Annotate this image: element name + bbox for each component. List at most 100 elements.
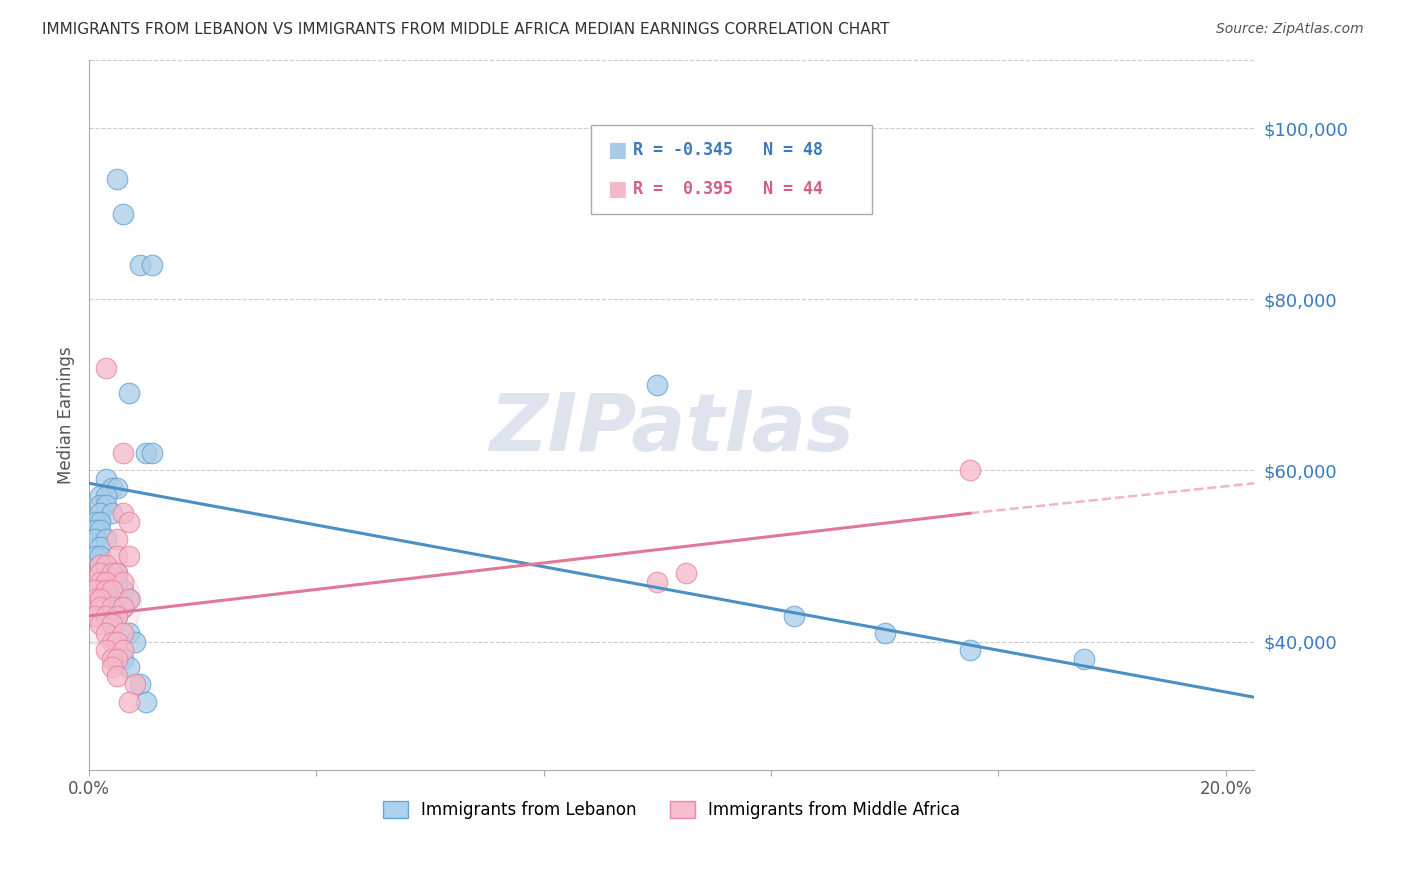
- Point: [118, 515, 141, 529]
- Point: [107, 669, 129, 683]
- Point: [118, 549, 141, 563]
- Point: [107, 566, 129, 581]
- Point: [107, 651, 129, 665]
- Point: [124, 677, 146, 691]
- Point: [94, 574, 117, 589]
- Point: [89, 489, 111, 503]
- Point: [101, 566, 124, 581]
- Point: [83, 609, 105, 624]
- Point: [873, 626, 896, 640]
- Point: [118, 591, 141, 606]
- Point: [141, 446, 163, 460]
- Point: [89, 549, 111, 563]
- Point: [89, 506, 111, 520]
- Point: [94, 489, 117, 503]
- Point: [83, 532, 105, 546]
- Point: [89, 558, 111, 572]
- Point: [675, 566, 697, 581]
- Point: [107, 566, 129, 581]
- Point: [89, 541, 111, 555]
- Point: [94, 626, 117, 640]
- Point: [89, 566, 111, 581]
- Point: [101, 651, 124, 665]
- Point: [112, 626, 135, 640]
- Point: [83, 591, 105, 606]
- Text: Source: ZipAtlas.com: Source: ZipAtlas.com: [1216, 22, 1364, 37]
- Point: [107, 172, 129, 186]
- Point: [107, 609, 129, 624]
- Point: [83, 583, 105, 598]
- Point: [959, 643, 981, 657]
- Point: [112, 583, 135, 598]
- Point: [101, 566, 124, 581]
- Point: [101, 634, 124, 648]
- Y-axis label: Median Earnings: Median Earnings: [58, 346, 75, 483]
- Point: [94, 532, 117, 546]
- Point: [89, 600, 111, 615]
- Point: [101, 583, 124, 598]
- Text: ZIPatlas: ZIPatlas: [489, 390, 855, 468]
- Point: [94, 609, 117, 624]
- Text: ■: ■: [607, 179, 627, 199]
- Point: [129, 258, 152, 272]
- Point: [94, 643, 117, 657]
- Point: [83, 515, 105, 529]
- Point: [94, 360, 117, 375]
- Text: IMMIGRANTS FROM LEBANON VS IMMIGRANTS FROM MIDDLE AFRICA MEDIAN EARNINGS CORRELA: IMMIGRANTS FROM LEBANON VS IMMIGRANTS FR…: [42, 22, 890, 37]
- Point: [89, 558, 111, 572]
- Point: [112, 574, 135, 589]
- Point: [107, 634, 129, 648]
- Point: [101, 506, 124, 520]
- Point: [94, 566, 117, 581]
- Point: [94, 583, 117, 598]
- Point: [107, 549, 129, 563]
- Point: [112, 643, 135, 657]
- Point: [89, 515, 111, 529]
- Point: [94, 472, 117, 486]
- Point: [1073, 651, 1095, 665]
- Legend: Immigrants from Lebanon, Immigrants from Middle Africa: Immigrants from Lebanon, Immigrants from…: [377, 794, 967, 826]
- Point: [141, 258, 163, 272]
- Point: [94, 558, 117, 572]
- Point: [83, 524, 105, 538]
- Text: R = -0.345   N = 48: R = -0.345 N = 48: [633, 141, 823, 159]
- Point: [959, 463, 981, 477]
- Point: [101, 617, 124, 632]
- Point: [101, 591, 124, 606]
- Point: [89, 574, 111, 589]
- Point: [129, 677, 152, 691]
- Point: [647, 574, 669, 589]
- Point: [135, 694, 157, 708]
- Point: [107, 609, 129, 624]
- Point: [112, 651, 135, 665]
- Point: [112, 600, 135, 615]
- Point: [107, 481, 129, 495]
- Point: [107, 532, 129, 546]
- Point: [107, 574, 129, 589]
- Point: [94, 583, 117, 598]
- Point: [101, 600, 124, 615]
- Point: [112, 207, 135, 221]
- Point: [89, 498, 111, 512]
- Point: [118, 694, 141, 708]
- Point: [118, 660, 141, 674]
- Point: [783, 609, 806, 624]
- Point: [94, 498, 117, 512]
- Point: [89, 591, 111, 606]
- Point: [89, 596, 111, 610]
- Point: [118, 386, 141, 401]
- Point: [118, 626, 141, 640]
- Point: [112, 600, 135, 615]
- Point: [83, 549, 105, 563]
- Point: [118, 591, 141, 606]
- Point: [647, 377, 669, 392]
- Point: [112, 506, 135, 520]
- Text: R =  0.395   N = 44: R = 0.395 N = 44: [633, 180, 823, 198]
- Point: [101, 574, 124, 589]
- Point: [89, 524, 111, 538]
- Text: ■: ■: [607, 140, 627, 160]
- Point: [89, 617, 111, 632]
- Point: [112, 446, 135, 460]
- Point: [101, 660, 124, 674]
- Point: [124, 634, 146, 648]
